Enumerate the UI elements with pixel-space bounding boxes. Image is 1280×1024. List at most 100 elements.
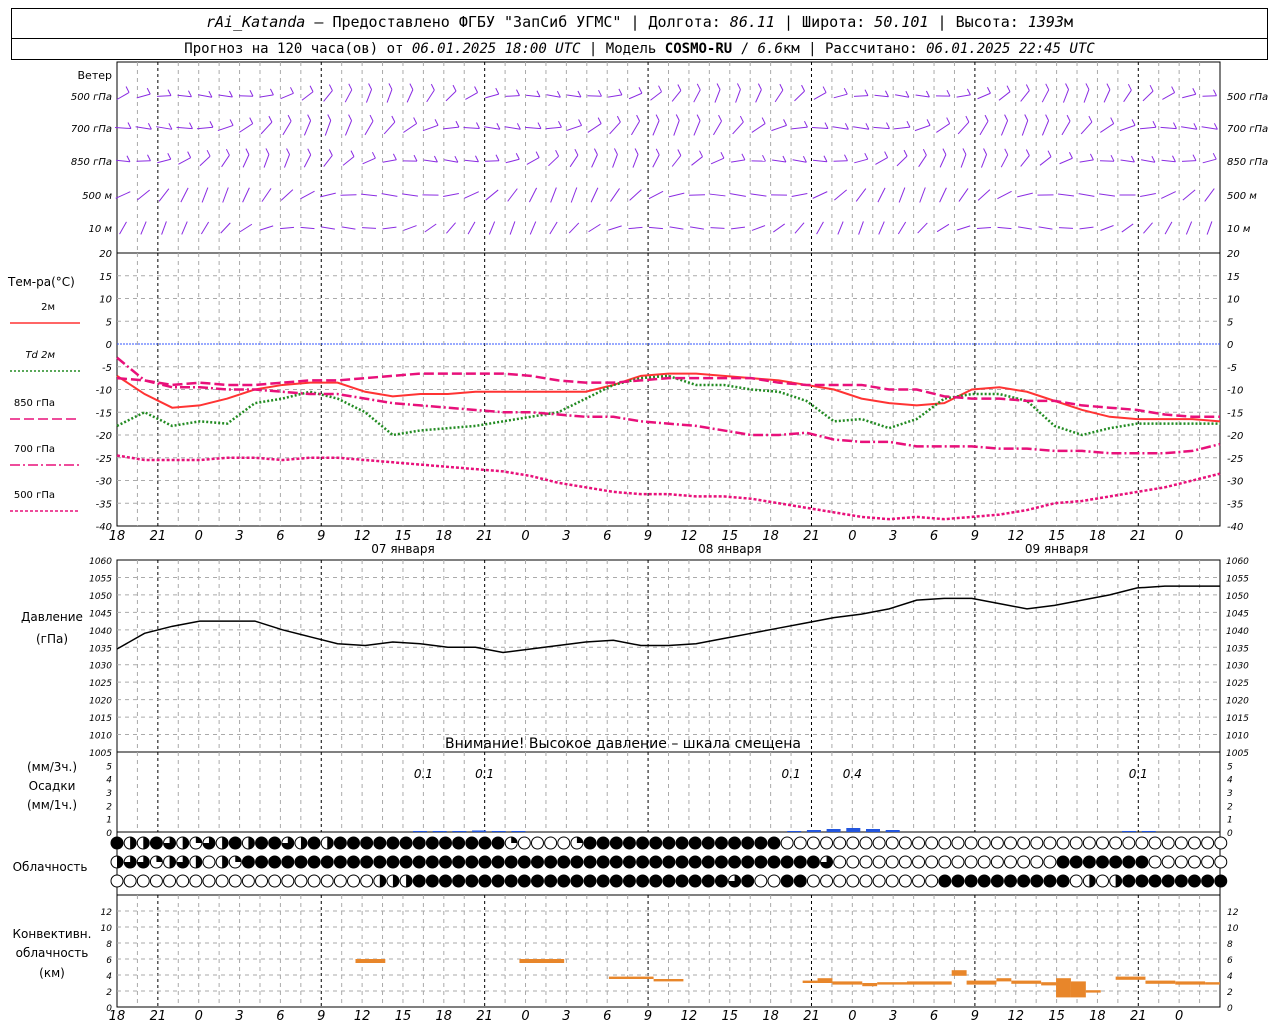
wind-barb	[1162, 92, 1175, 100]
cloud-symbol	[136, 874, 150, 888]
cloud-symbol	[163, 874, 177, 888]
cloud-symbol	[596, 874, 610, 888]
wind-barb-feather	[699, 150, 703, 157]
wind-barb	[591, 154, 598, 168]
wind-barb-feather	[1065, 83, 1069, 90]
cloud-symbol	[412, 874, 426, 888]
wind-barb	[446, 222, 456, 234]
wind-barb	[915, 94, 930, 98]
wind-barb	[362, 157, 376, 165]
x-tick-label-top: 0	[1175, 529, 1183, 544]
temp-legend-label: Td 2м	[25, 350, 55, 361]
wind-barb	[484, 126, 500, 130]
wind-barb	[323, 155, 333, 167]
cloud-symbol-fill	[576, 837, 583, 843]
cloud-symbol	[609, 855, 623, 869]
x-tick-label-bottom: 21	[150, 1009, 167, 1024]
wind-barb-feather	[598, 89, 602, 97]
wind-barb	[115, 159, 131, 163]
cloud-symbol	[701, 836, 715, 850]
wind-barb-feather	[167, 153, 172, 160]
wind-barb	[178, 157, 191, 165]
wind-barb	[730, 226, 746, 230]
temp-title: Тем-ра(°C)	[7, 275, 75, 289]
wind-barb	[1020, 155, 1030, 167]
wind-barb-feather	[779, 83, 784, 91]
conv-cloud-bar	[1115, 976, 1146, 980]
wind-barb	[1123, 89, 1132, 103]
wind-barb	[939, 154, 947, 168]
cloud-symbol	[544, 874, 558, 888]
wind-barb-feather	[1130, 155, 1135, 163]
wind-barb-feather	[147, 154, 151, 161]
cloud-symbol	[793, 836, 807, 850]
wind-barb-feather	[496, 123, 501, 130]
wind-barb-feather	[348, 83, 353, 91]
cloud-symbol	[714, 874, 728, 888]
cloud-symbol	[1187, 855, 1201, 869]
wind-barb	[917, 222, 928, 234]
cloud-symbol	[1122, 836, 1136, 850]
wind-barb	[284, 154, 290, 168]
conv-tick-right: 0	[1227, 1004, 1233, 1014]
wind-barb-feather	[1006, 85, 1011, 92]
cloud-symbol	[1017, 874, 1031, 888]
cloud-symbol	[1174, 855, 1188, 869]
wind-barb-feather	[885, 90, 889, 97]
cloud-symbol	[938, 836, 952, 850]
wind-barb-feather	[1213, 89, 1217, 96]
wind-barb-feather	[206, 149, 211, 157]
wind-barb-feather	[720, 151, 725, 159]
precip-title: Осадки	[29, 779, 76, 793]
conv-cloud-bar	[802, 980, 818, 983]
temp-tick-left: 0	[106, 340, 112, 351]
wind-barb-feather	[578, 119, 583, 126]
pressure-tick-right: 1030	[1226, 662, 1249, 672]
temp-tick-right: 0	[1227, 340, 1233, 351]
wind-barb	[1201, 126, 1218, 130]
wind-barb-feather	[287, 114, 292, 122]
cloud-symbol	[478, 855, 492, 869]
cloud-symbol	[399, 836, 413, 850]
cloud-symbol	[925, 855, 939, 869]
wind-barb	[833, 160, 848, 162]
precip-tick-right: 5	[1227, 762, 1233, 772]
cloud-symbol	[885, 836, 899, 850]
precip-tick-left: 4	[106, 776, 112, 786]
cloud-symbol	[320, 855, 334, 869]
cloud-symbol	[439, 836, 452, 850]
wind-barb	[443, 193, 459, 197]
cloud-symbol	[228, 874, 242, 888]
wind-barb-feather	[761, 117, 766, 124]
precip-tick-right: 3	[1227, 789, 1233, 799]
cloud-symbol	[465, 836, 479, 850]
wind-barb	[772, 223, 786, 233]
wind-barb-feather	[616, 115, 621, 123]
x-tick-label-top: 15	[395, 529, 412, 544]
cloud-symbol	[793, 874, 807, 888]
wind-barb-feather	[1131, 119, 1136, 126]
conv-cloud-bar	[1041, 982, 1057, 986]
temp-tick-right: 15	[1227, 272, 1240, 283]
cloud-symbol	[491, 874, 505, 888]
precip-label: 0.1	[475, 767, 494, 781]
wind-barb	[1121, 223, 1134, 233]
wind-barb	[156, 95, 172, 97]
wind-barb	[303, 154, 312, 168]
cloud-symbol	[1161, 874, 1175, 888]
wind-barb	[1057, 193, 1075, 197]
wind-barb-feather	[455, 120, 460, 128]
alt-value: 1393	[1027, 13, 1064, 31]
wind-barb	[260, 121, 273, 135]
cloud-symbol-fill	[169, 856, 176, 868]
cloud-symbol	[636, 836, 650, 850]
wind-barb-feather	[741, 153, 746, 161]
x-tick-label-bottom: 12	[354, 1009, 371, 1024]
wind-barb	[878, 221, 885, 235]
wind-barb	[135, 126, 152, 130]
cloud-symbol	[662, 836, 676, 850]
wind-barb	[507, 188, 518, 202]
cloud-symbol-fill	[392, 875, 399, 887]
model-res-unit: км	[782, 41, 800, 57]
x-tick-label-bottom: 12	[1007, 1009, 1024, 1024]
